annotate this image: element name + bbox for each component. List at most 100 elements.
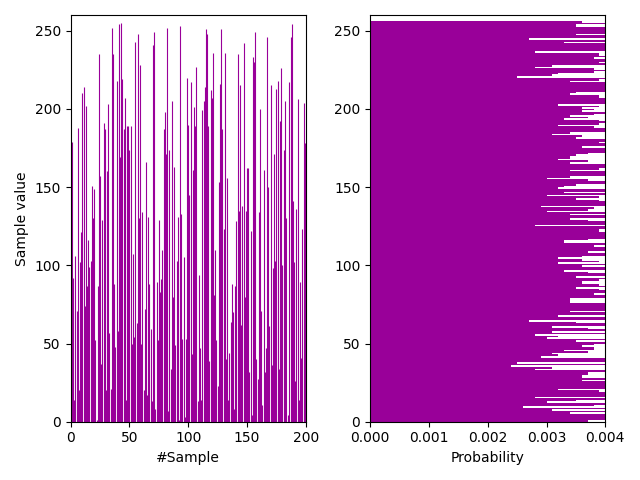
Bar <box>370 96 600 98</box>
Bar <box>370 367 552 369</box>
Bar <box>370 273 640 275</box>
Bar <box>370 109 593 110</box>
Bar <box>370 364 617 365</box>
Bar <box>370 29 640 31</box>
Bar <box>370 132 570 134</box>
Bar <box>370 212 611 214</box>
Bar <box>370 251 588 253</box>
Bar <box>370 154 576 156</box>
Bar <box>370 131 605 132</box>
Bar <box>370 68 593 70</box>
Bar <box>370 63 635 65</box>
Bar <box>370 49 629 51</box>
Bar <box>370 419 617 420</box>
Bar <box>370 171 605 173</box>
Bar <box>370 176 570 178</box>
Bar <box>370 203 605 204</box>
Bar <box>370 394 611 395</box>
Bar <box>370 420 588 422</box>
Bar <box>370 192 564 193</box>
Bar <box>370 196 600 198</box>
Bar <box>370 142 600 144</box>
Bar <box>370 400 576 401</box>
Bar <box>370 362 517 364</box>
Bar <box>370 217 640 218</box>
Bar <box>370 300 570 301</box>
Bar <box>370 139 611 140</box>
Bar <box>370 242 564 243</box>
Bar <box>370 92 576 93</box>
Bar <box>370 79 600 81</box>
Bar <box>370 276 576 278</box>
Bar <box>370 409 552 411</box>
Bar <box>370 378 635 380</box>
Bar <box>370 45 617 46</box>
Bar <box>370 34 576 36</box>
Bar <box>370 178 547 179</box>
Bar <box>370 145 640 146</box>
Bar <box>370 168 600 170</box>
Bar <box>370 159 558 160</box>
Bar <box>370 298 570 300</box>
Bar <box>370 272 588 273</box>
Bar <box>370 117 588 118</box>
Bar <box>370 295 640 297</box>
Bar <box>370 331 552 333</box>
Bar <box>370 308 605 309</box>
Bar <box>370 248 640 250</box>
Bar <box>370 221 611 223</box>
Bar <box>370 220 588 221</box>
Bar <box>370 317 605 319</box>
Bar <box>370 140 617 142</box>
Bar <box>370 389 558 390</box>
Bar <box>370 193 640 195</box>
Bar <box>370 153 588 154</box>
Bar <box>370 57 593 59</box>
Bar <box>370 118 564 120</box>
Bar <box>370 306 640 308</box>
Bar <box>370 175 640 176</box>
Bar <box>370 143 617 145</box>
Bar <box>370 337 547 339</box>
Bar <box>370 329 617 331</box>
Bar <box>370 157 570 159</box>
Bar <box>370 360 640 362</box>
Bar <box>370 27 640 29</box>
Bar <box>370 36 640 37</box>
Bar <box>370 262 558 264</box>
Bar <box>370 375 582 376</box>
Bar <box>370 146 582 148</box>
Bar <box>370 318 640 320</box>
Bar <box>370 416 623 417</box>
Bar <box>370 95 600 96</box>
Bar <box>370 234 629 236</box>
Bar <box>370 51 535 52</box>
Bar <box>370 93 570 95</box>
Bar <box>370 52 600 54</box>
Bar <box>370 170 570 171</box>
Bar <box>370 76 517 78</box>
Bar <box>370 237 635 239</box>
Bar <box>370 211 547 212</box>
Bar <box>370 414 605 416</box>
Bar <box>370 336 558 337</box>
Bar <box>370 281 582 283</box>
Bar <box>370 245 593 247</box>
Bar <box>370 43 635 45</box>
Bar <box>370 411 605 412</box>
Bar <box>370 112 617 114</box>
Bar <box>370 351 588 353</box>
Bar <box>370 265 582 267</box>
Bar <box>370 129 623 131</box>
Bar <box>370 85 640 87</box>
Bar <box>370 156 570 157</box>
Bar <box>370 72 593 73</box>
Bar <box>370 164 617 165</box>
Bar <box>370 344 593 345</box>
Bar <box>370 301 570 303</box>
Bar <box>370 286 605 287</box>
Bar <box>370 214 570 215</box>
X-axis label: #Sample: #Sample <box>156 451 220 465</box>
Bar <box>370 356 541 358</box>
Bar <box>370 292 617 293</box>
